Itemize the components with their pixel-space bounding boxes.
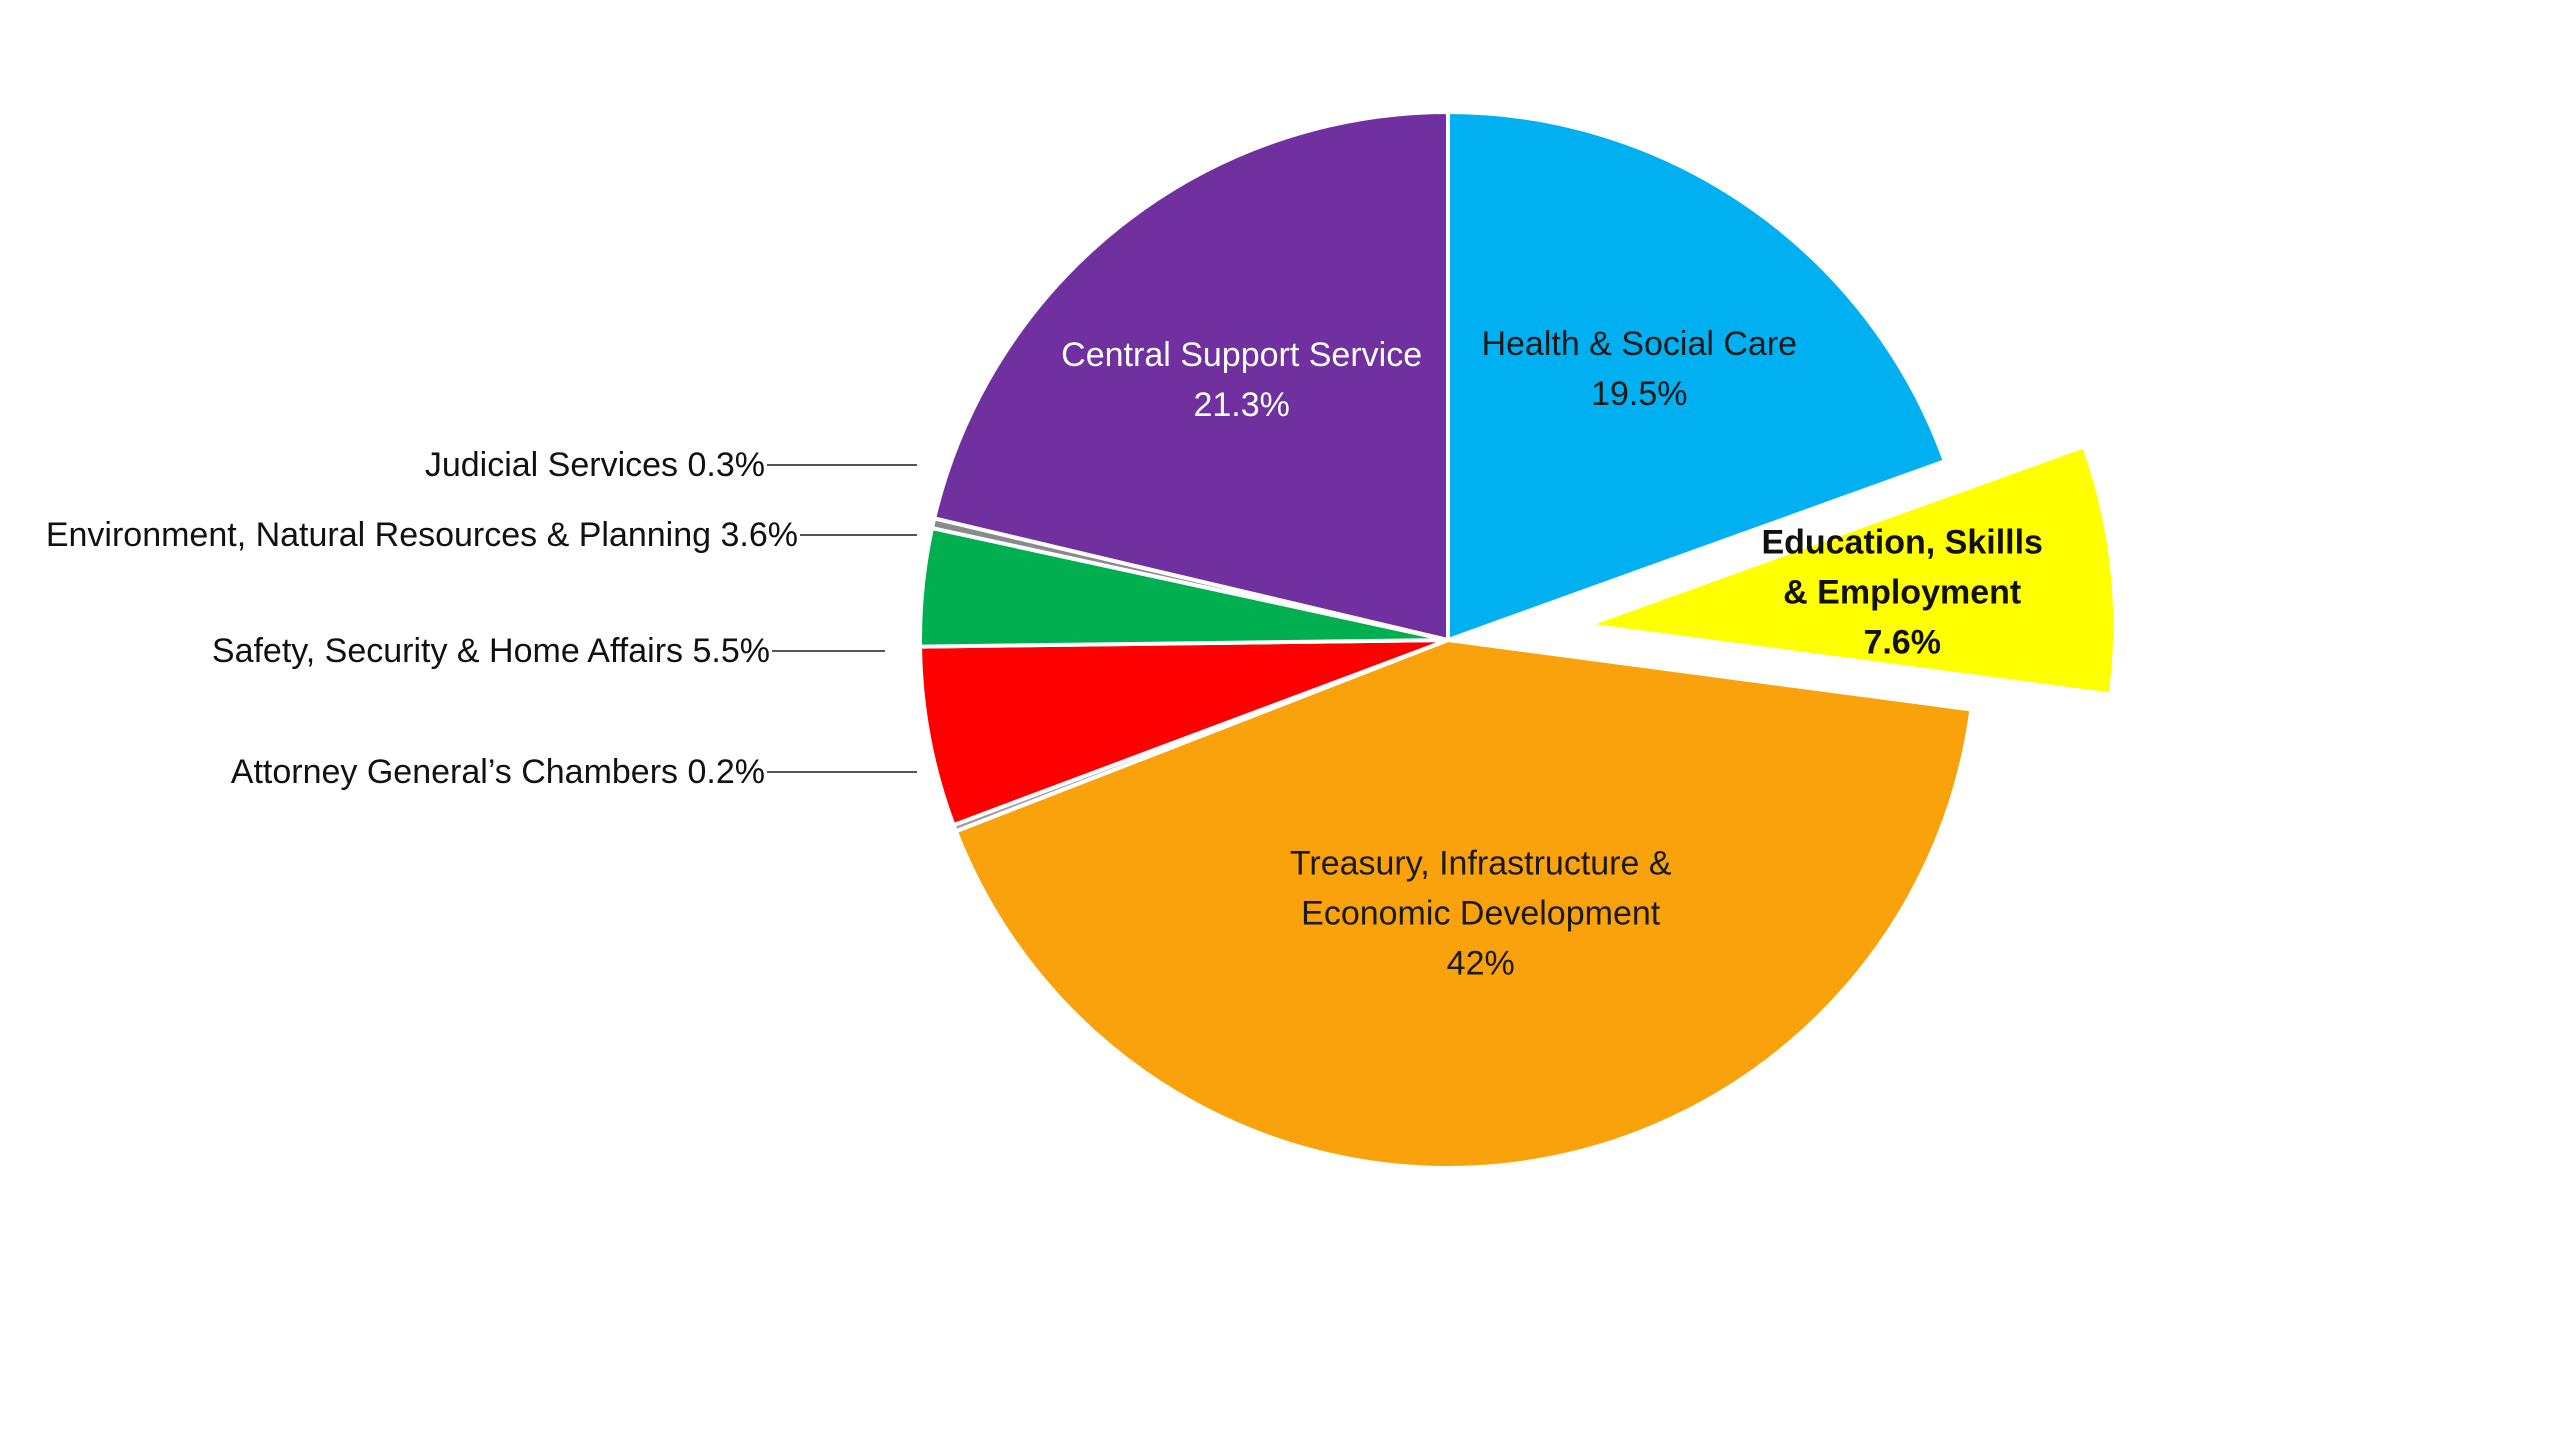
slice-label-health-social-care: Health & Social Care 19.5% [1481,325,1797,413]
slice-label-education-skillls-employment: Education, Skillls & Employment 7.6% [1761,523,2043,661]
slice-label-judicial-services: Judicial Services 0.3% [425,446,765,484]
slice-labels: Health & Social Care 19.5% Education, Skil… [46,325,2043,983]
slice-label-treasury-infrastructure-economic-development: Treasury, Infrastructure & Economic Devel… [1290,845,1672,983]
pie-slice-health-social-care [1446,110,1947,642]
slice-label-attorney-general-s-chambers: Attorney General’s Chambers 0.2% [231,753,765,791]
pie-slice-central-support-service [932,110,1450,642]
pie-slices [918,110,2118,1170]
pie-slice-education-skillls-employment [1585,444,2118,697]
pie-slice-treasury-infrastructure-economic-development [953,638,1974,1170]
slice-label-safety-security-home-affairs: Safety, Security & Home Affairs 5.5% [212,632,770,670]
pie-slice-safety-security-home-affairs [918,638,1450,828]
slice-label-environment-natural-resources-planning: Environment, Natural Resources & Plannin… [46,516,798,554]
leader-lines [767,464,917,773]
slice-label-central-support-service: Central Support Service 21.3% [1061,336,1422,424]
